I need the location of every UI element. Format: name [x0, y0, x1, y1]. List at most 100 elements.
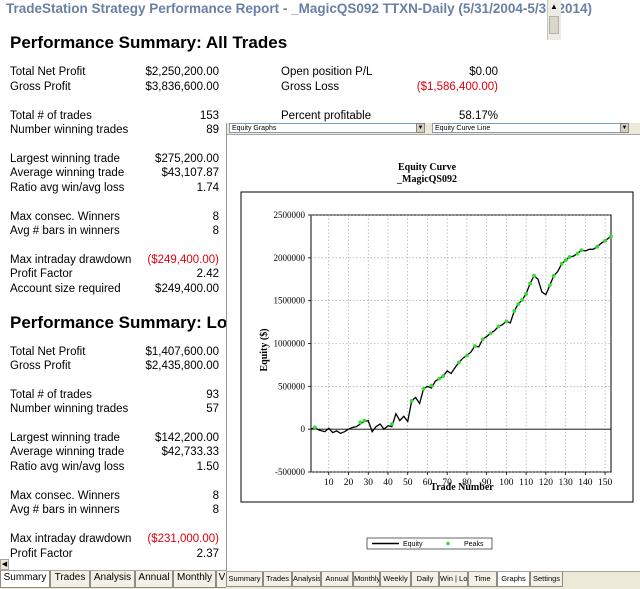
stat-value: 2.37	[196, 548, 219, 560]
peak-point	[579, 248, 584, 253]
stat-label: Average winning trade	[10, 446, 125, 458]
graph-tab-bar: Summary Trades Analysis Annual Monthly Weekly…	[226, 571, 640, 589]
vertical-scrollbar[interactable]: ▲	[547, 0, 561, 40]
x-axis-label: Trade Number	[430, 482, 494, 493]
stat-label: Gross Profit	[10, 81, 71, 93]
legend-peaks-swatch	[446, 541, 450, 546]
stat-label: Avg # bars in winners	[10, 225, 120, 237]
x-tick-label: 10	[324, 478, 334, 488]
report-tab[interactable]: Analysis	[90, 571, 135, 588]
peak-point	[575, 251, 580, 256]
peak-point	[524, 291, 529, 296]
x-tick-label: 30	[363, 478, 373, 488]
stat-value: ($249,400.00)	[147, 254, 219, 266]
graph-tab[interactable]: Weekly	[380, 572, 411, 587]
scroll-left-icon[interactable]: ◀	[0, 559, 9, 570]
stat-label: Max intraday drawdown	[10, 254, 132, 266]
x-tick-label: 40	[383, 478, 393, 488]
peak-point	[609, 234, 613, 239]
y-tick-label: 1500000	[274, 296, 306, 306]
chart-title: Equity Curve	[398, 162, 457, 173]
peak-point	[595, 244, 600, 249]
peak-point	[472, 344, 477, 348]
stat-value: 57	[206, 403, 219, 415]
stat-value: $1,407,600.00	[145, 346, 219, 358]
stat-label: Max consec. Winners	[10, 490, 120, 502]
peak-point	[488, 331, 493, 336]
stat-label: Number winning trades	[10, 124, 129, 136]
peak-point	[429, 383, 434, 388]
scrollbar-thumb[interactable]	[549, 16, 559, 34]
stat-value: 8	[212, 225, 219, 237]
stat-label: Largest winning trade	[10, 432, 120, 444]
stat-label: Max consec. Winners	[10, 211, 120, 223]
chart-legend: Equity Peaks	[366, 537, 493, 550]
stat-value: $275,200.00	[155, 153, 219, 165]
x-tick-label: 140	[578, 478, 593, 488]
y-tick-label: 0	[301, 424, 306, 434]
peak-point	[567, 255, 572, 259]
report-tab[interactable]: Monthly	[173, 571, 216, 588]
peak-point	[437, 376, 442, 381]
graph-tab[interactable]: Win | Loss	[439, 572, 468, 587]
legend-equity-label: Equity	[403, 541, 423, 548]
report-tab-bar: ◀ Summary Trades Analysis Annual Monthly V	[0, 559, 228, 589]
graph-tab[interactable]: Annual	[321, 572, 353, 587]
graph-tab[interactable]: Time	[468, 572, 497, 587]
graph-type-dropdown-icon[interactable]: ▼	[416, 123, 425, 133]
graph-view-dropdown-icon[interactable]: ▼	[620, 123, 629, 133]
stat-value: $42,733.33	[161, 446, 219, 458]
stat-value: 153	[199, 110, 219, 122]
y-tick-label: 2000000	[274, 253, 306, 263]
stat-value: 58.17%	[458, 110, 498, 122]
graph-tab[interactable]: Monthly	[353, 572, 380, 587]
peak-point	[421, 387, 426, 391]
stat-value: $43,107.87	[161, 167, 219, 179]
stat-label: Ratio avg win/avg loss	[10, 461, 125, 473]
y-tick-label: 1000000	[274, 339, 306, 349]
stat-value: $2,435,800.00	[145, 360, 219, 372]
graph-tab[interactable]: Trades	[263, 572, 292, 587]
stat-label: Total Net Profit	[10, 66, 86, 78]
peak-point	[480, 337, 485, 342]
stat-value: 89	[206, 124, 219, 136]
graph-tab[interactable]: Settings	[530, 572, 563, 587]
report-tab[interactable]: Annual	[135, 571, 173, 588]
peak-point	[547, 283, 552, 288]
y-tick-label: 500000	[278, 381, 306, 391]
x-tick-label: 90	[482, 478, 492, 488]
report-tab[interactable]: Trades	[50, 571, 90, 588]
peak-point	[520, 297, 525, 302]
stat-value: $0.00	[469, 66, 498, 78]
x-tick-label: 150	[598, 478, 613, 488]
graph-tab[interactable]: Summary	[226, 572, 263, 587]
graph-view-select[interactable]: Equity Curve Line	[432, 123, 622, 133]
stat-label: Profit Factor	[10, 548, 73, 560]
report-tab[interactable]: Summary	[0, 571, 50, 588]
scroll-up-arrow-icon[interactable]: ▲	[550, 2, 558, 11]
peak-point	[551, 273, 556, 278]
x-tick-label: 50	[403, 478, 413, 488]
peak-point	[390, 422, 394, 426]
peak-point	[313, 425, 317, 430]
stat-label: Largest winning trade	[10, 153, 120, 165]
legend-box	[366, 537, 493, 550]
axis-ticks: 10 20 30 40 50 60 70 80 90 100 110 120 130 140 150 -500…	[274, 210, 613, 488]
peak-point	[504, 319, 509, 324]
summary-long-heading: Performance Summary: Lo	[10, 313, 228, 332]
graph-tab[interactable]: Daily	[411, 572, 439, 587]
legend-peaks-label: Peaks	[464, 541, 484, 548]
x-tick-label: 120	[539, 478, 554, 488]
x-tick-label: 110	[519, 478, 533, 488]
peak-point	[559, 261, 564, 266]
peak-point	[362, 418, 367, 423]
graph-tab[interactable]: Analysis	[292, 572, 321, 587]
report-title: TradeStation Strategy Performance Report…	[6, 1, 592, 16]
graph-type-select[interactable]: Equity Graphs	[229, 123, 419, 133]
stat-value: $2,250,200.00	[145, 66, 219, 78]
equity-line	[310, 235, 612, 435]
stat-value: 93	[206, 389, 219, 401]
stat-value: 1.50	[196, 461, 219, 473]
graph-tab[interactable]: Graphs	[497, 572, 530, 587]
stat-value: ($231,000.00)	[147, 533, 219, 545]
